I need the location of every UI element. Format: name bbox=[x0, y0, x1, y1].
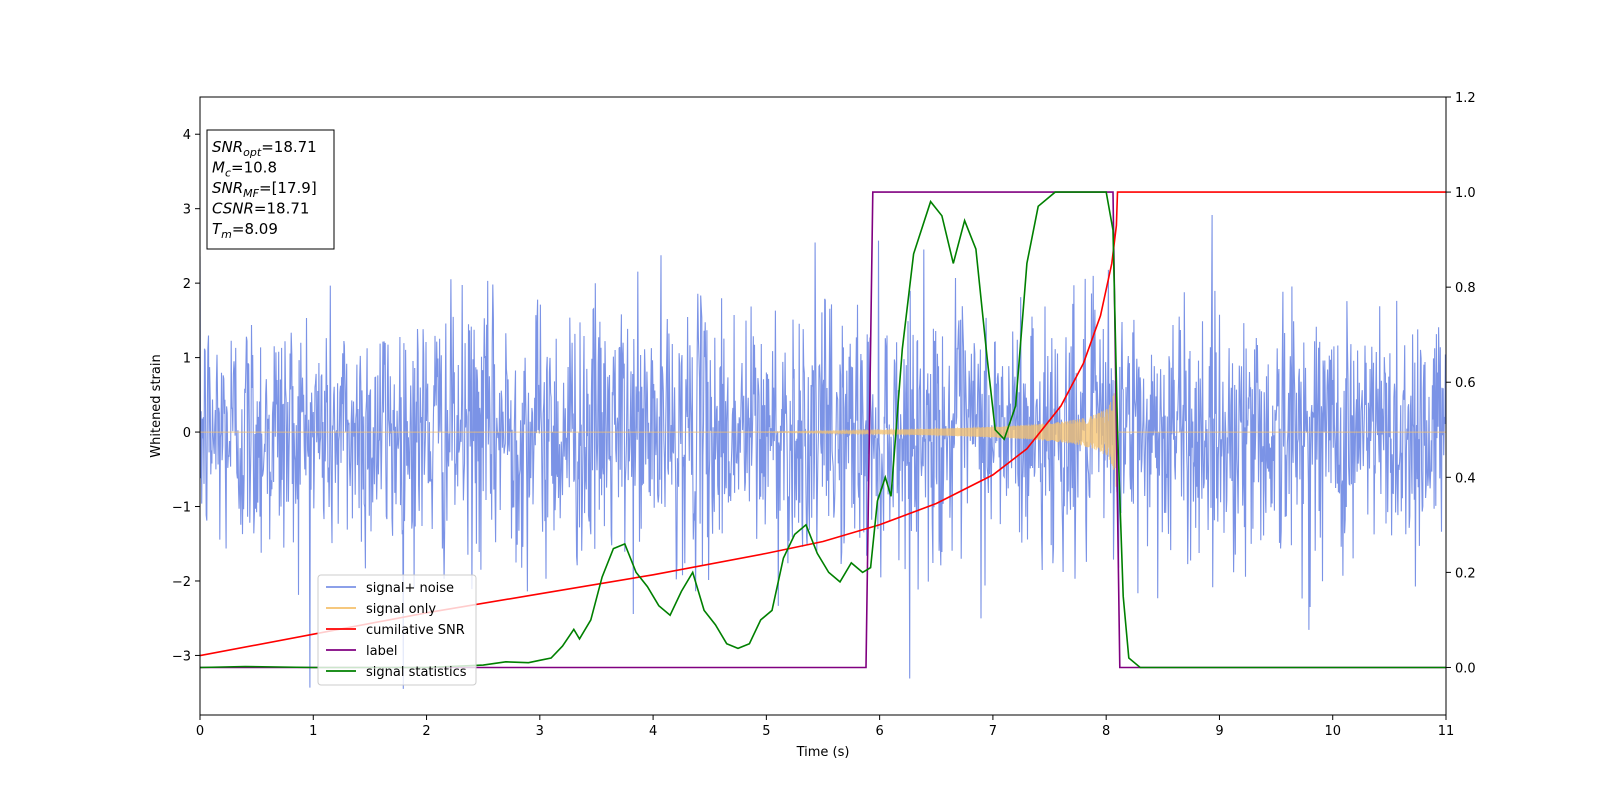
x-tick-label: 0 bbox=[196, 724, 204, 739]
x-tick-label: 4 bbox=[649, 724, 657, 739]
y-tick-label: 2 bbox=[183, 277, 191, 292]
x-tick-label: 6 bbox=[875, 724, 883, 739]
y-tick-label: 3 bbox=[183, 203, 191, 218]
series-signal-noise bbox=[200, 214, 1446, 689]
x-tick-label: 7 bbox=[989, 724, 997, 739]
legend: signal+ noise signal only cumilative SNR la… bbox=[317, 574, 477, 686]
x-tick-label: 2 bbox=[422, 724, 430, 739]
series-cumulative-snr bbox=[200, 191, 1446, 657]
info-box: SNRopt=18.71Mc=10.8SNRMF=[17.9]CSNR=18.7… bbox=[206, 129, 335, 250]
legend-label: cumilative SNR bbox=[366, 623, 465, 638]
legend-label: signal statistics bbox=[366, 665, 467, 680]
y2-tick-label: 0.8 bbox=[1455, 281, 1476, 296]
x-tick-label: 10 bbox=[1324, 724, 1341, 739]
x-tick-label: 8 bbox=[1102, 724, 1110, 739]
y-tick-label: −1 bbox=[172, 501, 191, 516]
info-line: CSNR=18.71 bbox=[212, 200, 309, 218]
legend-label: label bbox=[366, 644, 397, 659]
info-line: Mc=10.8 bbox=[212, 159, 277, 180]
y2-tick-label: 0.2 bbox=[1455, 566, 1476, 581]
x-tick-label: 9 bbox=[1215, 724, 1223, 739]
y-tick-label: 0 bbox=[183, 426, 191, 441]
y2-tick-label: 1.0 bbox=[1455, 186, 1476, 201]
plot-frame bbox=[199, 96, 1447, 716]
x-tick-label: 3 bbox=[536, 724, 544, 739]
y2-tick-label: 1.2 bbox=[1455, 91, 1476, 106]
y2-tick-label: 0.4 bbox=[1455, 471, 1476, 486]
y-tick-label: 4 bbox=[183, 128, 191, 143]
y-axis-label: Whitened strain bbox=[149, 354, 164, 457]
x-axis-label: Time (s) bbox=[796, 745, 850, 760]
legend-label: signal+ noise bbox=[366, 581, 454, 596]
series-signal-only bbox=[200, 370, 1446, 487]
x-tick-label: 11 bbox=[1438, 724, 1455, 739]
y-tick-label: −3 bbox=[172, 649, 191, 664]
x-tick-label: 5 bbox=[762, 724, 770, 739]
legend-frame bbox=[317, 574, 477, 686]
info-line: SNRMF=[17.9] bbox=[212, 179, 317, 200]
y-tick-label: 1 bbox=[183, 352, 191, 367]
legend-label: signal only bbox=[366, 602, 436, 617]
info-box-frame bbox=[206, 129, 335, 250]
info-line: SNRopt=18.71 bbox=[212, 138, 317, 159]
x-tick-label: 1 bbox=[309, 724, 317, 739]
y-tick-label: −2 bbox=[172, 575, 191, 590]
y2-tick-label: 0.0 bbox=[1455, 661, 1476, 676]
y2-tick-label: 0.6 bbox=[1455, 376, 1476, 391]
info-line: Tm=8.09 bbox=[212, 220, 278, 241]
series-signal-statistics bbox=[200, 191, 1446, 669]
